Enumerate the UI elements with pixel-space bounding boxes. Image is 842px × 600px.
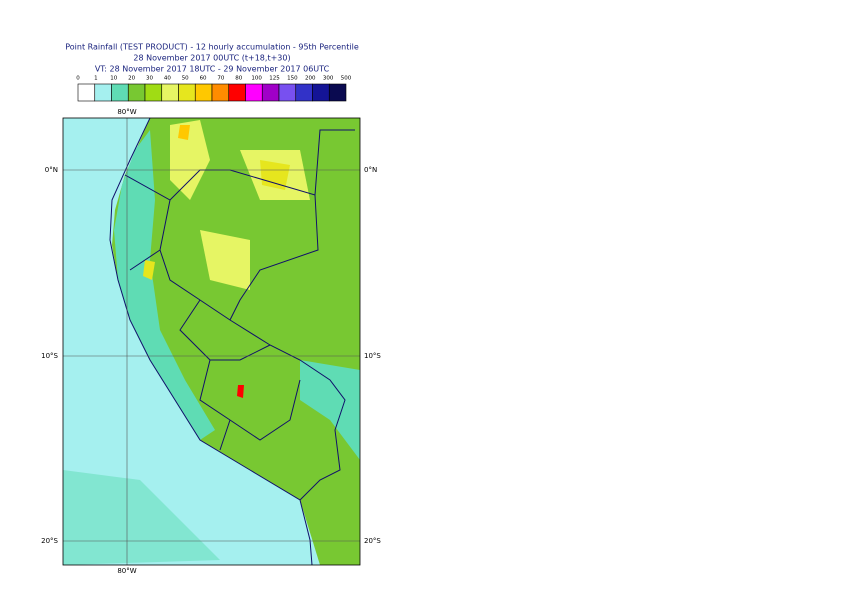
title: Point Rainfall (TEST PRODUCT) - 12 hourl… <box>65 43 359 52</box>
lat-label: 0°N <box>364 166 377 174</box>
run-time: 28 November 2017 00UTC (t+18,t+30) <box>133 54 290 63</box>
colorbar-label: 60 <box>200 76 207 82</box>
colorbar-label: 10 <box>110 76 117 82</box>
colorbar-box <box>161 83 179 102</box>
lat-label: 10°S <box>364 352 381 360</box>
colorbar-label: 0 <box>76 76 80 82</box>
lat-label: 0°N <box>45 166 58 174</box>
colorbar-box <box>144 83 163 102</box>
map <box>63 118 360 565</box>
colorbar-box <box>178 83 196 102</box>
colorbar-box <box>312 83 330 102</box>
colorbar-label: 300 <box>323 76 334 82</box>
colorbar-box <box>77 83 96 102</box>
colorbar-label: 40 <box>164 76 171 82</box>
lon-label: 80°W <box>117 108 136 116</box>
colorbar-label: 500 <box>341 76 352 82</box>
colorbar-box <box>194 83 213 102</box>
map-frame <box>62 117 361 566</box>
colorbar-label: 200 <box>305 76 316 82</box>
lat-label: 10°S <box>41 352 58 360</box>
colorbar-box <box>328 83 347 102</box>
colorbar-box <box>245 83 263 102</box>
lat-label: 20°S <box>41 537 58 545</box>
colorbar-box <box>278 83 297 102</box>
lat-label: 20°S <box>364 537 381 545</box>
colorbar-label: 100 <box>251 76 262 82</box>
colorbar-label: 30 <box>146 76 153 82</box>
land-rain <box>112 118 360 565</box>
colorbar: 0 1 10 20 30 40 50 60 70 80 100 125 150 200 300 500 <box>76 76 352 102</box>
colorbar-label: 20 <box>128 76 135 82</box>
colorbar-box <box>211 83 230 102</box>
colorbar-label: 70 <box>217 76 224 82</box>
colorbar-box <box>228 83 246 102</box>
colorbar-box <box>111 83 129 102</box>
colorbar-label: 150 <box>287 76 298 82</box>
valid-time: VT: 28 November 2017 18UTC - 29 November… <box>95 65 330 74</box>
colorbar-label: 80 <box>235 76 242 82</box>
colorbar-box <box>261 83 280 102</box>
colorbar-label: 50 <box>182 76 189 82</box>
lon-label: 80°W <box>117 567 136 575</box>
colorbar-box <box>127 83 146 102</box>
colorbar-box <box>94 83 112 102</box>
colorbar-label: 1 <box>94 76 98 82</box>
colorbar-box <box>295 83 313 102</box>
colorbar-label: 125 <box>269 76 280 82</box>
